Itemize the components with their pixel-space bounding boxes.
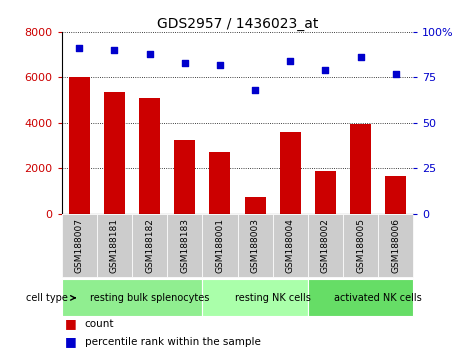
Bar [139,98,160,214]
Title: GDS2957 / 1436023_at: GDS2957 / 1436023_at [157,17,318,31]
Text: GSM188003: GSM188003 [251,218,259,273]
Text: resting NK cells: resting NK cells [235,293,311,303]
Point [146,51,153,57]
Bar [174,140,195,214]
Text: GSM188004: GSM188004 [286,218,294,273]
Bar [308,279,413,316]
Bar [350,124,371,214]
Text: ■: ■ [65,317,77,330]
Bar [104,92,125,214]
Text: GSM188181: GSM188181 [110,218,119,273]
Bar [132,214,167,278]
Bar [167,214,202,278]
Bar [308,214,343,278]
Bar [378,214,413,278]
Text: ■: ■ [65,336,77,348]
Point [76,45,83,51]
Text: GSM188182: GSM188182 [145,218,154,273]
Text: GSM188001: GSM188001 [216,218,224,273]
Point [216,62,224,68]
Point [322,67,329,73]
Bar [385,176,406,214]
Bar [315,171,336,214]
Bar [202,279,308,316]
Bar [280,132,301,214]
Point [392,71,399,76]
Bar [62,279,202,316]
Bar [273,214,308,278]
Point [251,87,259,93]
Point [286,58,294,64]
Bar [245,197,266,214]
Text: GSM188006: GSM188006 [391,218,400,273]
Text: GSM188183: GSM188183 [180,218,189,273]
Bar [343,214,378,278]
Bar [69,78,90,214]
Text: activated NK cells: activated NK cells [334,293,422,303]
Text: percentile rank within the sample: percentile rank within the sample [85,337,260,347]
Text: cell type: cell type [26,293,75,303]
Point [111,47,118,53]
Text: resting bulk splenocytes: resting bulk splenocytes [90,293,209,303]
Bar [97,214,132,278]
Text: GSM188005: GSM188005 [356,218,365,273]
Text: count: count [85,319,114,329]
Bar [202,214,238,278]
Point [357,55,364,60]
Point [181,60,189,65]
Text: GSM188002: GSM188002 [321,218,330,273]
Text: GSM188007: GSM188007 [75,218,84,273]
Bar [209,153,230,214]
Bar [238,214,273,278]
Bar [62,214,97,278]
